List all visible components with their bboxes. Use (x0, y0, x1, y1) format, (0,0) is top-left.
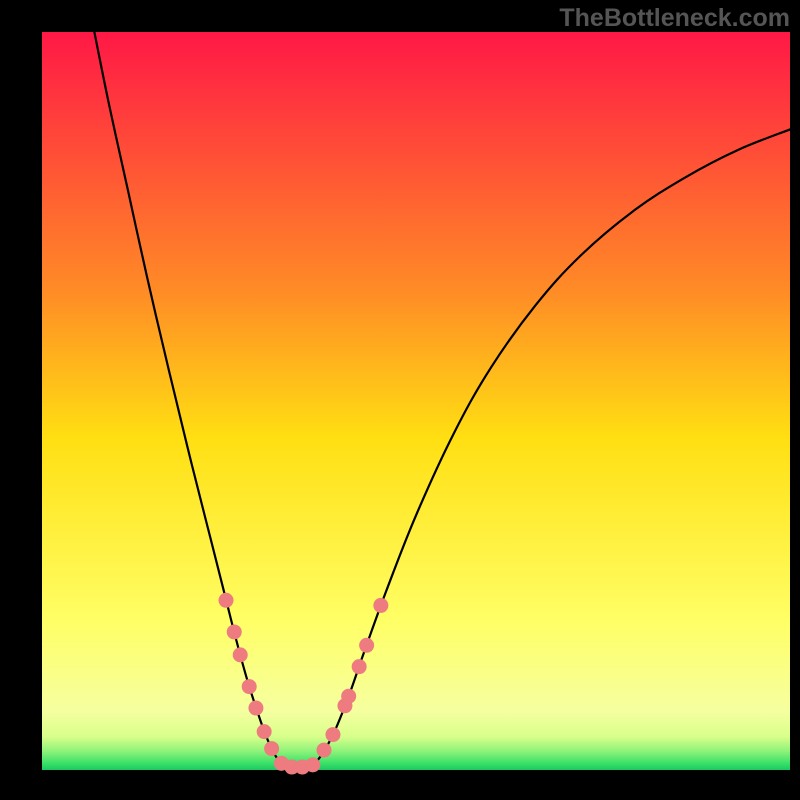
data-marker (248, 701, 263, 716)
data-marker (242, 679, 257, 694)
data-marker (352, 659, 367, 674)
data-marker (373, 598, 388, 613)
data-marker (359, 638, 374, 653)
data-marker (264, 741, 279, 756)
data-marker (317, 743, 332, 758)
data-marker (233, 647, 248, 662)
chart-container: TheBottleneck.com (0, 0, 800, 800)
data-marker (219, 593, 234, 608)
bottleneck-curve (94, 32, 790, 767)
watermark-text: TheBottleneck.com (559, 4, 790, 33)
data-marker (257, 724, 272, 739)
data-marker (305, 757, 320, 772)
chart-svg (0, 0, 800, 800)
data-marker (325, 727, 340, 742)
data-marker (341, 689, 356, 704)
data-marker (227, 624, 242, 639)
